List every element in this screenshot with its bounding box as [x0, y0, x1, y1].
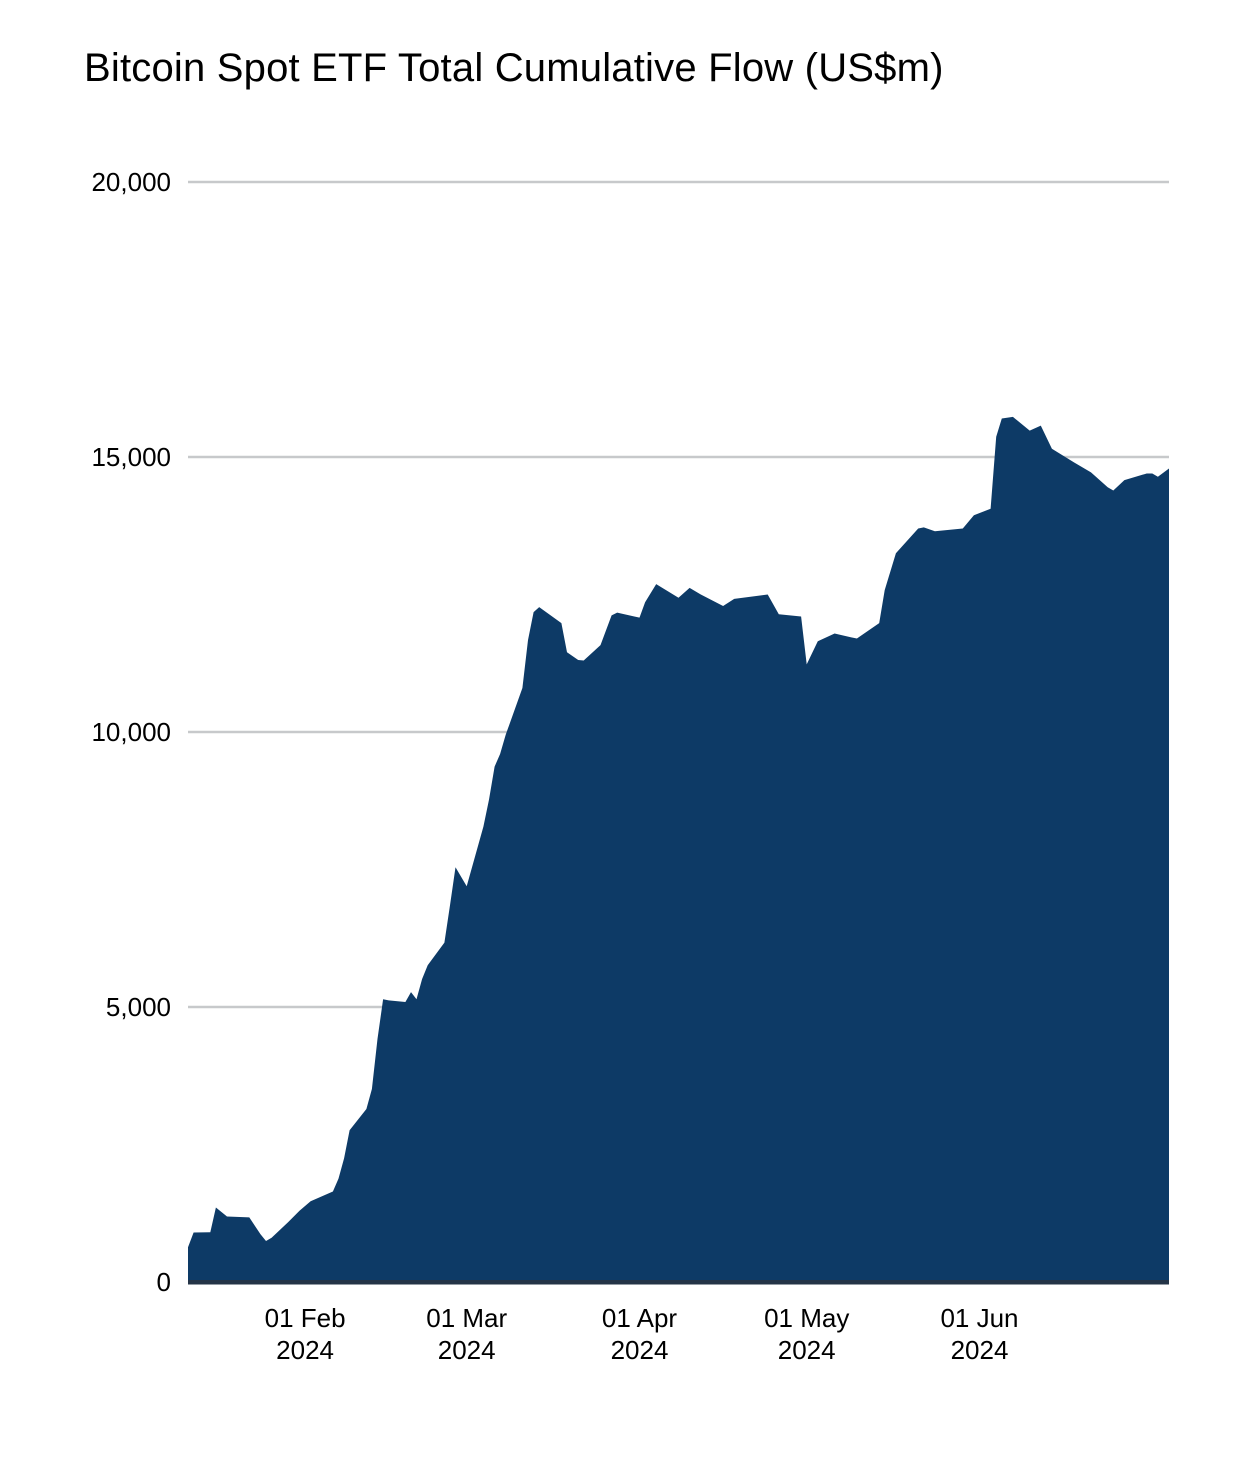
- x-axis-tick-label-date: 01 Feb: [265, 1303, 346, 1333]
- area-series-group: [188, 416, 1169, 1284]
- area-series: [188, 416, 1169, 1284]
- x-axis-tick-label-year: 2024: [438, 1335, 496, 1365]
- y-axis-tick-label: 0: [157, 1267, 171, 1297]
- y-axis-tick-label: 20,000: [91, 167, 171, 197]
- y-axis-tick-label: 5,000: [106, 992, 171, 1022]
- x-axis-tick-label-year: 2024: [951, 1335, 1009, 1365]
- x-axis-tick-label-year: 2024: [276, 1335, 334, 1365]
- chart-title: Bitcoin Spot ETF Total Cumulative Flow (…: [84, 46, 944, 90]
- x-axis-tick-label-date: 01 Jun: [940, 1303, 1018, 1333]
- x-axis-tick-label-date: 01 Apr: [602, 1303, 678, 1333]
- x-axis-tick-label-date: 01 Mar: [426, 1303, 507, 1333]
- x-axis-tick-label-year: 2024: [778, 1335, 836, 1365]
- x-axis-tick-label-year: 2024: [611, 1335, 669, 1365]
- y-axis-tick-label: 15,000: [91, 442, 171, 472]
- x-axis-line: [188, 1280, 1169, 1285]
- y-axis-labels-group: 0 5,000 10,000 15,000 20,000: [91, 167, 171, 1297]
- y-axis-tick-label: 10,000: [91, 717, 171, 747]
- x-axis-group: [188, 1280, 1169, 1285]
- x-axis-tick-label-date: 01 May: [764, 1303, 849, 1333]
